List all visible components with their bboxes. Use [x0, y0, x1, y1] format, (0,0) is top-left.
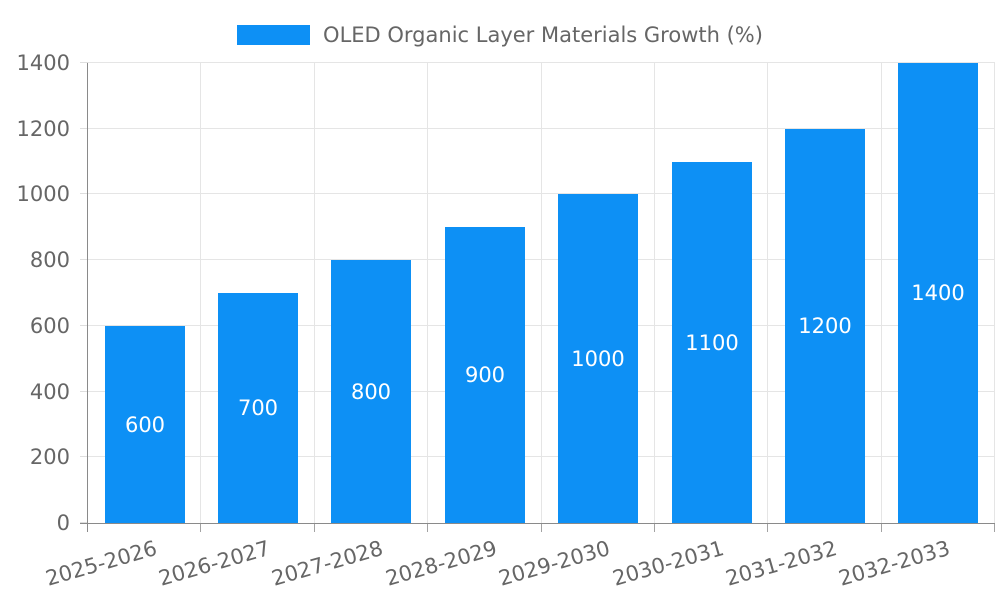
- bar-value-label: 1100: [685, 331, 739, 355]
- x-gridline: [767, 63, 768, 523]
- y-tick-label: 600: [29, 313, 70, 338]
- bar: 1200: [785, 129, 865, 523]
- y-axis-line: [87, 63, 88, 532]
- y-tick: [80, 456, 88, 458]
- y-tick-label: 1000: [16, 182, 70, 207]
- bar-value-label: 900: [464, 363, 506, 387]
- y-tick: [80, 259, 88, 261]
- x-tick: [654, 524, 655, 532]
- bar: 1400: [898, 63, 978, 523]
- y-tick-label: 1200: [16, 116, 70, 141]
- bar-value-label: 1400: [911, 281, 965, 305]
- bar-value-label: 800: [350, 380, 392, 404]
- bar-value-label: 600: [124, 413, 166, 437]
- y-tick: [80, 324, 88, 326]
- y-tick-label: 800: [29, 248, 70, 273]
- bar: 700: [218, 293, 298, 523]
- x-gridline: [314, 63, 315, 523]
- bar-value-label: 1200: [798, 314, 852, 338]
- bar: 900: [445, 227, 525, 523]
- x-gridline: [427, 63, 428, 523]
- x-tick: [200, 524, 201, 532]
- x-tick: [994, 524, 995, 532]
- y-tick-label: 400: [29, 379, 70, 404]
- x-tick: [314, 524, 315, 532]
- y-tick: [80, 62, 88, 63]
- x-tick: [427, 524, 428, 532]
- x-gridline: [994, 63, 995, 523]
- y-tick: [80, 390, 88, 392]
- legend-item[interactable]: OLED Organic Layer Materials Growth (%): [0, 21, 1000, 49]
- x-tick: [881, 524, 882, 532]
- bar: 1100: [672, 162, 752, 523]
- x-tick: [767, 524, 768, 532]
- x-gridline: [541, 63, 542, 523]
- y-tick: [80, 127, 88, 129]
- y-tick-label: 0: [56, 511, 70, 535]
- y-tick: [80, 522, 88, 523]
- plot-area: 600 700 800 900 1000 1100 1200 1400: [88, 62, 995, 523]
- x-gridline: [654, 63, 655, 523]
- x-tick: [541, 524, 542, 532]
- legend-swatch-icon: [237, 25, 311, 45]
- bar-value-label: 1000: [571, 347, 625, 371]
- legend-label: OLED Organic Layer Materials Growth (%): [323, 23, 763, 47]
- x-gridline: [881, 63, 882, 523]
- y-gridline: [88, 62, 995, 63]
- bar: 1000: [558, 194, 638, 523]
- bar-value-label: 700: [237, 396, 279, 420]
- bar: 800: [331, 260, 411, 523]
- y-tick-label: 1400: [16, 51, 70, 75]
- x-axis-line: [80, 523, 995, 524]
- y-tick-label: 200: [29, 445, 70, 470]
- x-gridline: [200, 63, 201, 523]
- bar: 600: [105, 326, 185, 523]
- y-tick: [80, 193, 88, 195]
